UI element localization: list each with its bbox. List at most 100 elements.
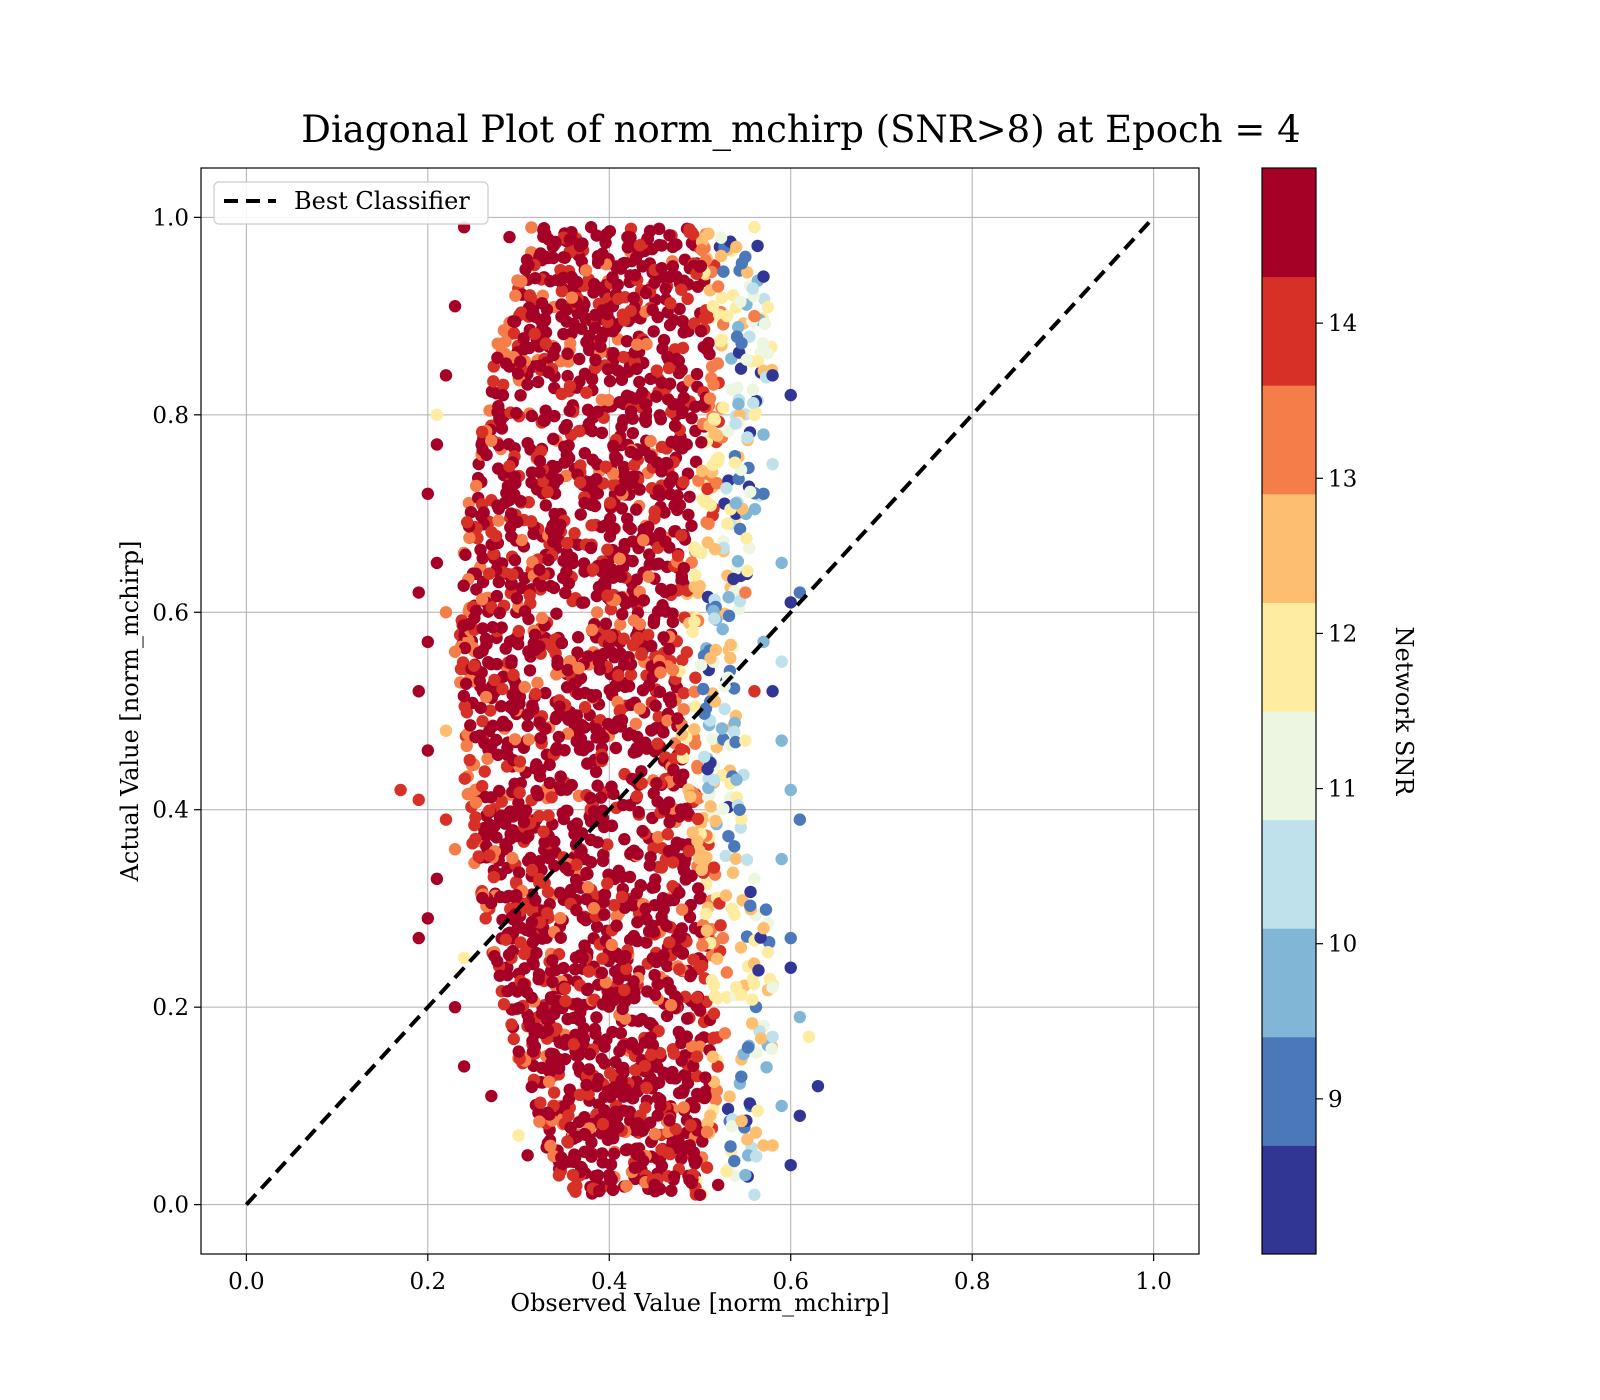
scatter-point	[748, 502, 762, 516]
scatter-point	[721, 309, 734, 323]
scatter-point	[566, 556, 579, 570]
scatter-point	[550, 607, 563, 620]
scatter-point	[542, 553, 555, 567]
scatter-point	[661, 827, 674, 841]
scatter-point	[583, 329, 596, 343]
scatter-point	[659, 282, 672, 296]
scatter-point	[679, 802, 693, 816]
scatter-point	[590, 589, 604, 603]
scatter-point	[754, 931, 767, 944]
scatter-point	[631, 1117, 645, 1130]
scatter-point	[784, 388, 797, 402]
scatter-point	[521, 1149, 534, 1162]
scatter-point	[472, 850, 485, 863]
scatter-point	[677, 686, 690, 700]
scatter-point	[544, 1139, 557, 1153]
scatter-point	[689, 400, 702, 413]
scatter-point	[548, 835, 561, 848]
scatter-point	[667, 763, 680, 776]
scatter-point	[663, 318, 677, 332]
scatter-point	[648, 276, 661, 289]
scatter-point	[458, 641, 472, 655]
scatter-point	[596, 998, 610, 1011]
scatter-point	[741, 1041, 755, 1054]
scatter-point	[739, 734, 752, 747]
scatter-point	[561, 347, 574, 360]
scatter-point	[553, 886, 567, 900]
scatter-point	[643, 558, 656, 571]
scatter-point	[623, 798, 637, 812]
scatter-point	[687, 1059, 700, 1073]
scatter-point	[650, 777, 663, 790]
colorbar-tick-label: 10	[1328, 932, 1357, 958]
scatter-point	[760, 1061, 773, 1074]
scatter-point	[629, 717, 643, 730]
scatter-point	[491, 955, 504, 968]
scatter-point	[457, 579, 470, 592]
scatter-point	[561, 1135, 574, 1148]
scatter-point	[705, 360, 719, 373]
scatter-point	[505, 530, 518, 543]
scatter-point	[472, 457, 485, 471]
scatter-point	[586, 497, 599, 510]
scatter-point	[573, 1088, 587, 1102]
scatter-point	[662, 796, 676, 809]
scatter-point	[692, 474, 705, 487]
scatter-point	[657, 333, 671, 347]
scatter-point	[619, 1143, 633, 1157]
scatter-point	[784, 961, 797, 974]
scatter-point	[746, 993, 759, 1006]
scatter-point	[476, 891, 489, 905]
scatter-point	[639, 410, 652, 423]
scatter-point	[691, 812, 705, 826]
scatter-point	[636, 684, 650, 697]
scatter-point	[757, 487, 770, 500]
scatter-point	[709, 814, 722, 828]
scatter-point	[655, 261, 668, 275]
scatter-point	[525, 916, 539, 929]
scatter-point	[572, 424, 586, 438]
scatter-point	[631, 338, 644, 351]
colorbar-segment	[1262, 493, 1316, 603]
scatter-point	[766, 1030, 779, 1044]
scatter-point	[696, 939, 709, 952]
scatter-point	[718, 1027, 732, 1040]
scatter-point	[604, 630, 617, 643]
scatter-point	[724, 638, 737, 652]
scatter-point	[616, 607, 629, 621]
scatter-point	[495, 621, 508, 634]
scatter-point	[512, 1129, 525, 1142]
scatter-point	[633, 702, 647, 715]
scatter-point	[729, 497, 742, 510]
scatter-point	[529, 894, 542, 907]
scatter-point	[514, 936, 527, 949]
scatter-point	[646, 303, 659, 317]
scatter-point	[741, 1133, 754, 1146]
scatter-point	[492, 502, 505, 515]
scatter-point	[660, 1009, 674, 1023]
scatter-point	[721, 517, 734, 530]
y-tick-label: 0.8	[152, 403, 189, 429]
scatter-point	[663, 816, 676, 829]
scatter-point	[590, 920, 604, 933]
scatter-point	[714, 335, 727, 348]
scatter-point	[653, 685, 667, 699]
scatter-point	[557, 961, 570, 975]
scatter-point	[578, 1127, 591, 1141]
scatter-point	[482, 567, 496, 580]
scatter-point	[492, 462, 505, 475]
colorbar-segment	[1262, 602, 1316, 712]
scatter-point	[458, 772, 472, 785]
scatter-point	[731, 320, 745, 334]
scatter-point	[571, 631, 585, 644]
scatter-point	[457, 689, 471, 703]
scatter-point	[473, 674, 486, 688]
scatter-point	[697, 1031, 711, 1044]
scatter-point	[460, 739, 473, 753]
scatter-point	[542, 809, 555, 822]
scatter-point	[715, 722, 729, 735]
scatter-point	[558, 422, 571, 435]
scatter-point	[719, 849, 732, 863]
scatter-point	[615, 420, 628, 434]
scatter-point	[421, 635, 435, 649]
